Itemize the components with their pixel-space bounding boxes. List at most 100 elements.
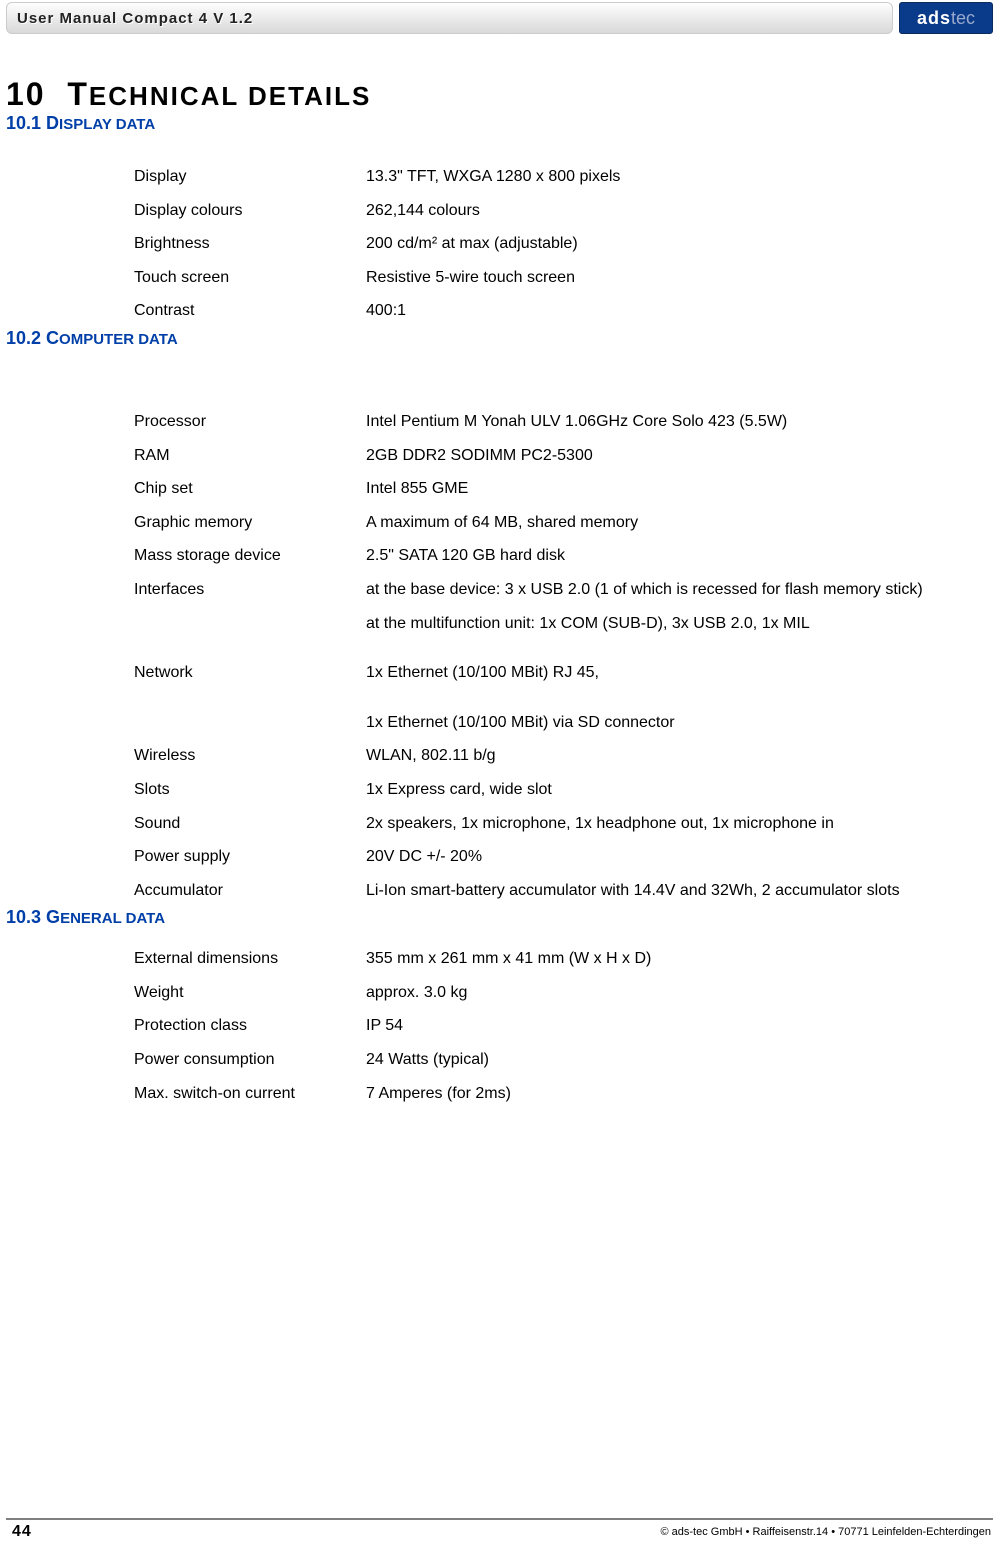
logo-main: ads bbox=[917, 8, 951, 29]
spec-row: Slots1x Express card, wide slot bbox=[134, 773, 985, 807]
section-display-num: 10.1 bbox=[6, 113, 46, 133]
spec-value: A maximum of 64 MB, shared memory bbox=[366, 512, 985, 534]
spec-row: Graphic memoryA maximum of 64 MB, shared… bbox=[134, 506, 985, 540]
spec-value: 1x Ethernet (10/100 MBit) RJ 45, bbox=[366, 662, 985, 684]
footer: 44 © ads-tec GmbH • Raiffeisenstr.14 • 7… bbox=[6, 1522, 993, 1542]
spec-label: Slots bbox=[134, 779, 366, 801]
spec-label: Accumulator bbox=[134, 880, 366, 902]
section-general-rest: ENERAL DATA bbox=[60, 910, 165, 927]
spec-label: Display colours bbox=[134, 200, 366, 222]
computer-spec-block: ProcessorIntel Pentium M Yonah ULV 1.06G… bbox=[134, 405, 985, 907]
header-bar: User Manual Compact 4 V 1.2 adstec bbox=[6, 2, 993, 34]
spec-label: Power consumption bbox=[134, 1049, 366, 1071]
spec-row: Protection classIP 54 bbox=[134, 1009, 985, 1043]
spec-value: approx. 3.0 kg bbox=[366, 982, 985, 1004]
spec-label: Processor bbox=[134, 411, 366, 433]
page-number: 44 bbox=[6, 1523, 32, 1541]
row-spacer bbox=[134, 640, 985, 656]
section-display-first: D bbox=[46, 113, 59, 133]
spec-value: 262,144 colours bbox=[366, 200, 985, 222]
spec-value: 355 mm x 261 mm x 41 mm (W x H x D) bbox=[366, 948, 985, 970]
section-computer-first: C bbox=[46, 328, 59, 348]
spec-row: at the multifunction unit: 1x COM (SUB-D… bbox=[134, 607, 985, 641]
spec-row: Touch screenResistive 5-wire touch scree… bbox=[134, 261, 985, 295]
spec-row: Sound2x speakers, 1x microphone, 1x head… bbox=[134, 807, 985, 841]
spec-row: Display colours262,144 colours bbox=[134, 194, 985, 228]
spec-value: 200 cd/m² at max (adjustable) bbox=[366, 233, 985, 255]
spec-label: Max. switch-on current bbox=[134, 1083, 366, 1105]
spec-label: RAM bbox=[134, 445, 366, 467]
section-general-heading: 10.3 GENERAL DATA bbox=[6, 907, 993, 928]
spec-value: WLAN, 802.11 b/g bbox=[366, 745, 985, 767]
spec-row: WirelessWLAN, 802.11 b/g bbox=[134, 739, 985, 773]
spec-value: 2GB DDR2 SODIMM PC2-5300 bbox=[366, 445, 985, 467]
manual-title: User Manual Compact 4 V 1.2 bbox=[6, 2, 893, 34]
spec-row: Weightapprox. 3.0 kg bbox=[134, 976, 985, 1010]
spec-value: 7 Amperes (for 2ms) bbox=[366, 1083, 985, 1105]
spec-row: Power supply20V DC +/- 20% bbox=[134, 840, 985, 874]
chapter-title-rest: ECHNICAL DETAILS bbox=[89, 81, 371, 111]
spec-row: ProcessorIntel Pentium M Yonah ULV 1.06G… bbox=[134, 405, 985, 439]
spec-value: 2x speakers, 1x microphone, 1x headphone… bbox=[366, 813, 985, 835]
spec-label: Touch screen bbox=[134, 267, 366, 289]
display-spec-block: Display13.3" TFT, WXGA 1280 x 800 pixels… bbox=[134, 160, 985, 328]
spec-label: Display bbox=[134, 166, 366, 188]
page: User Manual Compact 4 V 1.2 adstec 10 TE… bbox=[0, 2, 999, 1542]
spec-value: 1x Express card, wide slot bbox=[366, 779, 985, 801]
spec-label: Protection class bbox=[134, 1015, 366, 1037]
footer-divider bbox=[6, 1518, 993, 1520]
copyright: © ads-tec GmbH • Raiffeisenstr.14 • 7077… bbox=[660, 1526, 993, 1538]
spec-value: at the multifunction unit: 1x COM (SUB-D… bbox=[366, 613, 985, 635]
spec-row: Interfacesat the base device: 3 x USB 2.… bbox=[134, 573, 985, 607]
spec-label: Power supply bbox=[134, 846, 366, 868]
spec-row: 1x Ethernet (10/100 MBit) via SD connect… bbox=[134, 706, 985, 740]
spec-row: Power consumption24 Watts (typical) bbox=[134, 1043, 985, 1077]
section-display-heading: 10.1 DISPLAY DATA bbox=[6, 113, 993, 134]
spec-value: Li-Ion smart-battery accumulator with 14… bbox=[366, 880, 985, 902]
logo: adstec bbox=[899, 2, 993, 34]
spec-value: at the base device: 3 x USB 2.0 (1 of wh… bbox=[366, 579, 985, 601]
spec-row: Network1x Ethernet (10/100 MBit) RJ 45, bbox=[134, 656, 985, 690]
spec-label: External dimensions bbox=[134, 948, 366, 970]
spec-label: Contrast bbox=[134, 300, 366, 322]
chapter-heading: 10 TECHNICAL DETAILS bbox=[6, 76, 993, 113]
spec-label: Interfaces bbox=[134, 579, 366, 601]
spec-label: Chip set bbox=[134, 478, 366, 500]
spec-row: AccumulatorLi-Ion smart-battery accumula… bbox=[134, 874, 985, 908]
chapter-title-first: T bbox=[67, 76, 89, 112]
spec-row: Max. switch-on current7 Amperes (for 2ms… bbox=[134, 1077, 985, 1111]
section-computer-heading: 10.2 COMPUTER DATA bbox=[6, 328, 993, 349]
spec-label: Weight bbox=[134, 982, 366, 1004]
spec-label: Wireless bbox=[134, 745, 366, 767]
spec-label: Network bbox=[134, 662, 366, 684]
section-general-first: G bbox=[46, 907, 60, 927]
chapter-number: 10 bbox=[6, 76, 46, 112]
section-general-num: 10.3 bbox=[6, 907, 46, 927]
section-computer-rest: OMPUTER DATA bbox=[59, 331, 178, 348]
spec-row: RAM2GB DDR2 SODIMM PC2-5300 bbox=[134, 439, 985, 473]
spec-label: Mass storage device bbox=[134, 545, 366, 567]
spec-value: 1x Ethernet (10/100 MBit) via SD connect… bbox=[366, 712, 985, 734]
section-display-rest: ISPLAY DATA bbox=[59, 116, 155, 133]
spec-row: Chip setIntel 855 GME bbox=[134, 472, 985, 506]
spec-value: Intel 855 GME bbox=[366, 478, 985, 500]
logo-sub: tec bbox=[951, 8, 975, 29]
spec-value: Intel Pentium M Yonah ULV 1.06GHz Core S… bbox=[366, 411, 985, 433]
section-computer-num: 10.2 bbox=[6, 328, 46, 348]
spec-label: Graphic memory bbox=[134, 512, 366, 534]
spec-row: Display13.3" TFT, WXGA 1280 x 800 pixels bbox=[134, 160, 985, 194]
spec-value: 24 Watts (typical) bbox=[366, 1049, 985, 1071]
row-spacer bbox=[134, 690, 985, 706]
general-spec-block: External dimensions355 mm x 261 mm x 41 … bbox=[134, 942, 985, 1110]
spec-row: External dimensions355 mm x 261 mm x 41 … bbox=[134, 942, 985, 976]
spec-row: Contrast400:1 bbox=[134, 294, 985, 328]
spec-row: Brightness200 cd/m² at max (adjustable) bbox=[134, 227, 985, 261]
spec-row: Mass storage device2.5" SATA 120 GB hard… bbox=[134, 539, 985, 573]
spec-value: 13.3" TFT, WXGA 1280 x 800 pixels bbox=[366, 166, 985, 188]
spec-label: Brightness bbox=[134, 233, 366, 255]
spec-label: Sound bbox=[134, 813, 366, 835]
spec-value: 20V DC +/- 20% bbox=[366, 846, 985, 868]
spec-value: Resistive 5-wire touch screen bbox=[366, 267, 985, 289]
spec-value: IP 54 bbox=[366, 1015, 985, 1037]
spec-value: 2.5" SATA 120 GB hard disk bbox=[366, 545, 985, 567]
